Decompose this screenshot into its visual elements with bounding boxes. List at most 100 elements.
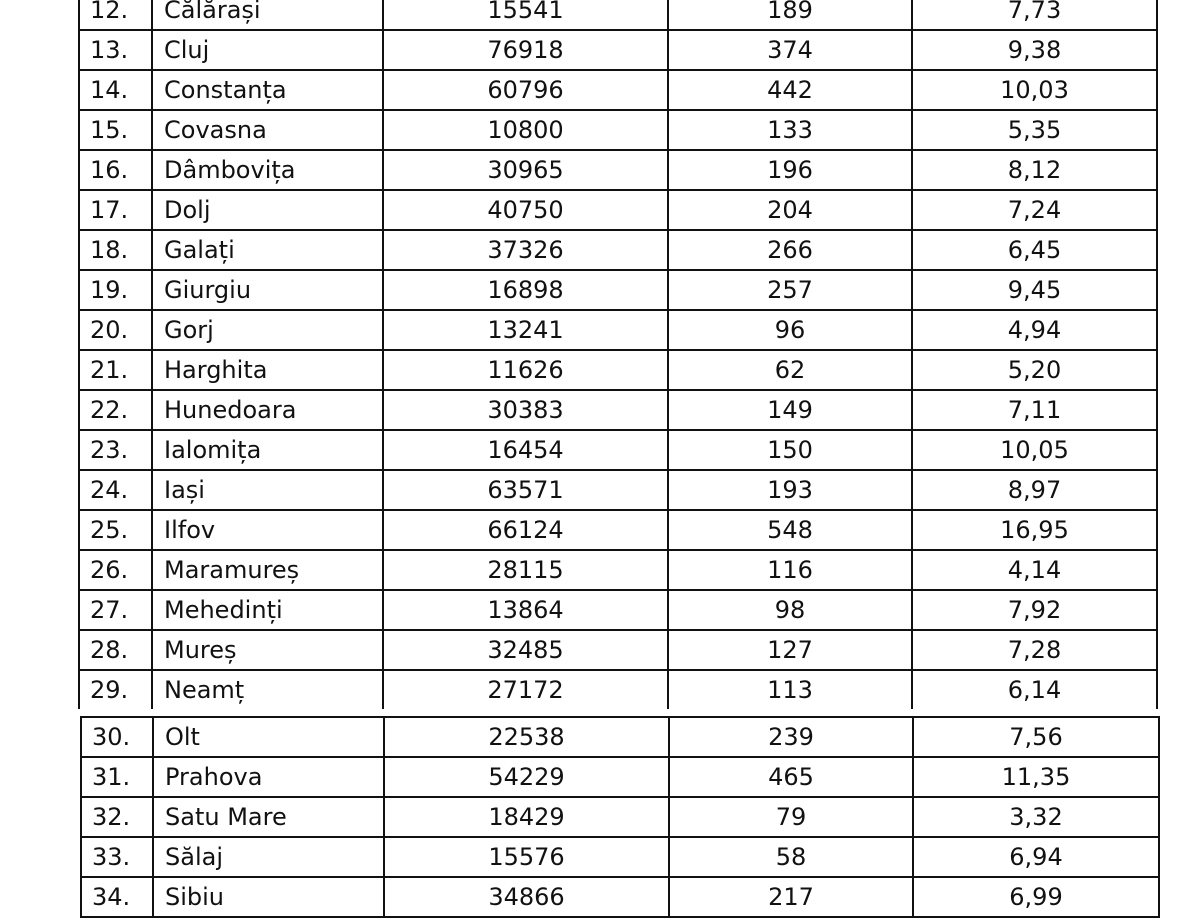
value-2-cell: 193 [667,469,913,511]
row-number-cell: 25. [78,509,153,551]
value-2-cell: 116 [667,549,913,591]
value-2-cell: 127 [667,629,913,671]
row-number-cell: 14. [78,69,153,111]
value-1-cell: 22538 [383,716,670,758]
county-name-cell: Olt [152,716,385,758]
row-number-cell: 18. [78,229,153,271]
table-row: 33. Sălaj 15576 58 6,94 [80,836,1160,878]
table-row: 34. Sibiu 34866 217 6,99 [80,876,1160,918]
value-2-cell: 62 [667,349,913,391]
value-3-cell: 9,45 [911,269,1158,311]
value-2-cell: 257 [667,269,913,311]
value-3-cell: 11,35 [912,756,1160,798]
row-number-cell: 12. [78,0,153,31]
table-row: 24. Iași 63571 193 8,97 [78,469,1158,511]
row-number-cell: 26. [78,549,153,591]
row-number-cell: 34. [80,876,154,918]
value-1-cell: 66124 [382,509,669,551]
county-name-cell: Gorj [151,309,384,351]
county-name-cell: Iași [151,469,384,511]
value-1-cell: 16454 [382,429,669,471]
value-1-cell: 11626 [382,349,669,391]
row-number-cell: 21. [78,349,153,391]
county-name-cell: Mureș [151,629,384,671]
value-3-cell: 7,56 [912,716,1160,758]
value-1-cell: 13864 [382,589,669,631]
value-1-cell: 54229 [383,756,670,798]
value-2-cell: 374 [667,29,913,71]
value-2-cell: 58 [668,836,914,878]
table-row: 29. Neamț 27172 113 6,14 [78,669,1158,709]
county-name-cell: Dolj [151,189,384,231]
value-3-cell: 7,24 [911,189,1158,231]
county-name-cell: Maramureș [151,549,384,591]
county-name-cell: Constanța [151,69,384,111]
value-1-cell: 27172 [382,669,669,709]
row-number-cell: 33. [80,836,154,878]
value-2-cell: 442 [667,69,913,111]
value-3-cell: 10,03 [911,69,1158,111]
value-1-cell: 60796 [382,69,669,111]
table-row: 23. Ialomița 16454 150 10,05 [78,429,1158,471]
row-number-cell: 31. [80,756,154,798]
county-name-cell: Ilfov [151,509,384,551]
value-2-cell: 189 [667,0,913,31]
county-name-cell: Cluj [151,29,384,71]
value-2-cell: 217 [668,876,914,918]
county-name-cell: Neamț [151,669,384,709]
table-row: 26. Maramureș 28115 116 4,14 [78,549,1158,591]
value-2-cell: 204 [667,189,913,231]
table-row: 31. Prahova 54229 465 11,35 [80,756,1160,798]
row-number-cell: 24. [78,469,153,511]
value-2-cell: 465 [668,756,914,798]
row-number-cell: 19. [78,269,153,311]
value-1-cell: 37326 [382,229,669,271]
value-3-cell: 3,32 [912,796,1160,838]
value-2-cell: 266 [667,229,913,271]
county-name-cell: Satu Mare [152,796,385,838]
value-3-cell: 6,14 [911,669,1158,709]
value-1-cell: 63571 [382,469,669,511]
county-name-cell: Mehedinți [151,589,384,631]
county-name-cell: Harghita [151,349,384,391]
value-2-cell: 239 [668,716,914,758]
table-row: 18. Galați 37326 266 6,45 [78,229,1158,271]
value-3-cell: 7,28 [911,629,1158,671]
value-3-cell: 7,92 [911,589,1158,631]
value-1-cell: 15576 [383,836,670,878]
value-1-cell: 30965 [382,149,669,191]
value-3-cell: 4,94 [911,309,1158,351]
table-row: 22. Hunedoara 30383 149 7,11 [78,389,1158,431]
value-1-cell: 32485 [382,629,669,671]
value-1-cell: 76918 [382,29,669,71]
value-1-cell: 28115 [382,549,669,591]
value-1-cell: 30383 [382,389,669,431]
county-name-cell: Covasna [151,109,384,151]
table-row: 14. Constanța 60796 442 10,03 [78,69,1158,111]
value-3-cell: 6,45 [911,229,1158,271]
value-3-cell: 8,12 [911,149,1158,191]
value-1-cell: 16898 [382,269,669,311]
county-name-cell: Hunedoara [151,389,384,431]
table-row: 15. Covasna 10800 133 5,35 [78,109,1158,151]
row-number-cell: 17. [78,189,153,231]
row-number-cell: 32. [80,796,154,838]
row-number-cell: 15. [78,109,153,151]
county-name-cell: Dâmbovița [151,149,384,191]
row-number-cell: 20. [78,309,153,351]
table-row: 17. Dolj 40750 204 7,24 [78,189,1158,231]
table-row: 30. Olt 22538 239 7,56 [80,716,1160,758]
row-number-cell: 13. [78,29,153,71]
value-2-cell: 133 [667,109,913,151]
table-row: 16. Dâmbovița 30965 196 8,12 [78,149,1158,191]
county-name-cell: Galați [151,229,384,271]
row-number-cell: 22. [78,389,153,431]
county-name-cell: Sălaj [152,836,385,878]
county-name-cell: Giurgiu [151,269,384,311]
table-row: 19. Giurgiu 16898 257 9,45 [78,269,1158,311]
row-number-cell: 23. [78,429,153,471]
row-number-cell: 16. [78,149,153,191]
value-3-cell: 5,20 [911,349,1158,391]
value-3-cell: 6,94 [912,836,1160,878]
row-number-cell: 28. [78,629,153,671]
